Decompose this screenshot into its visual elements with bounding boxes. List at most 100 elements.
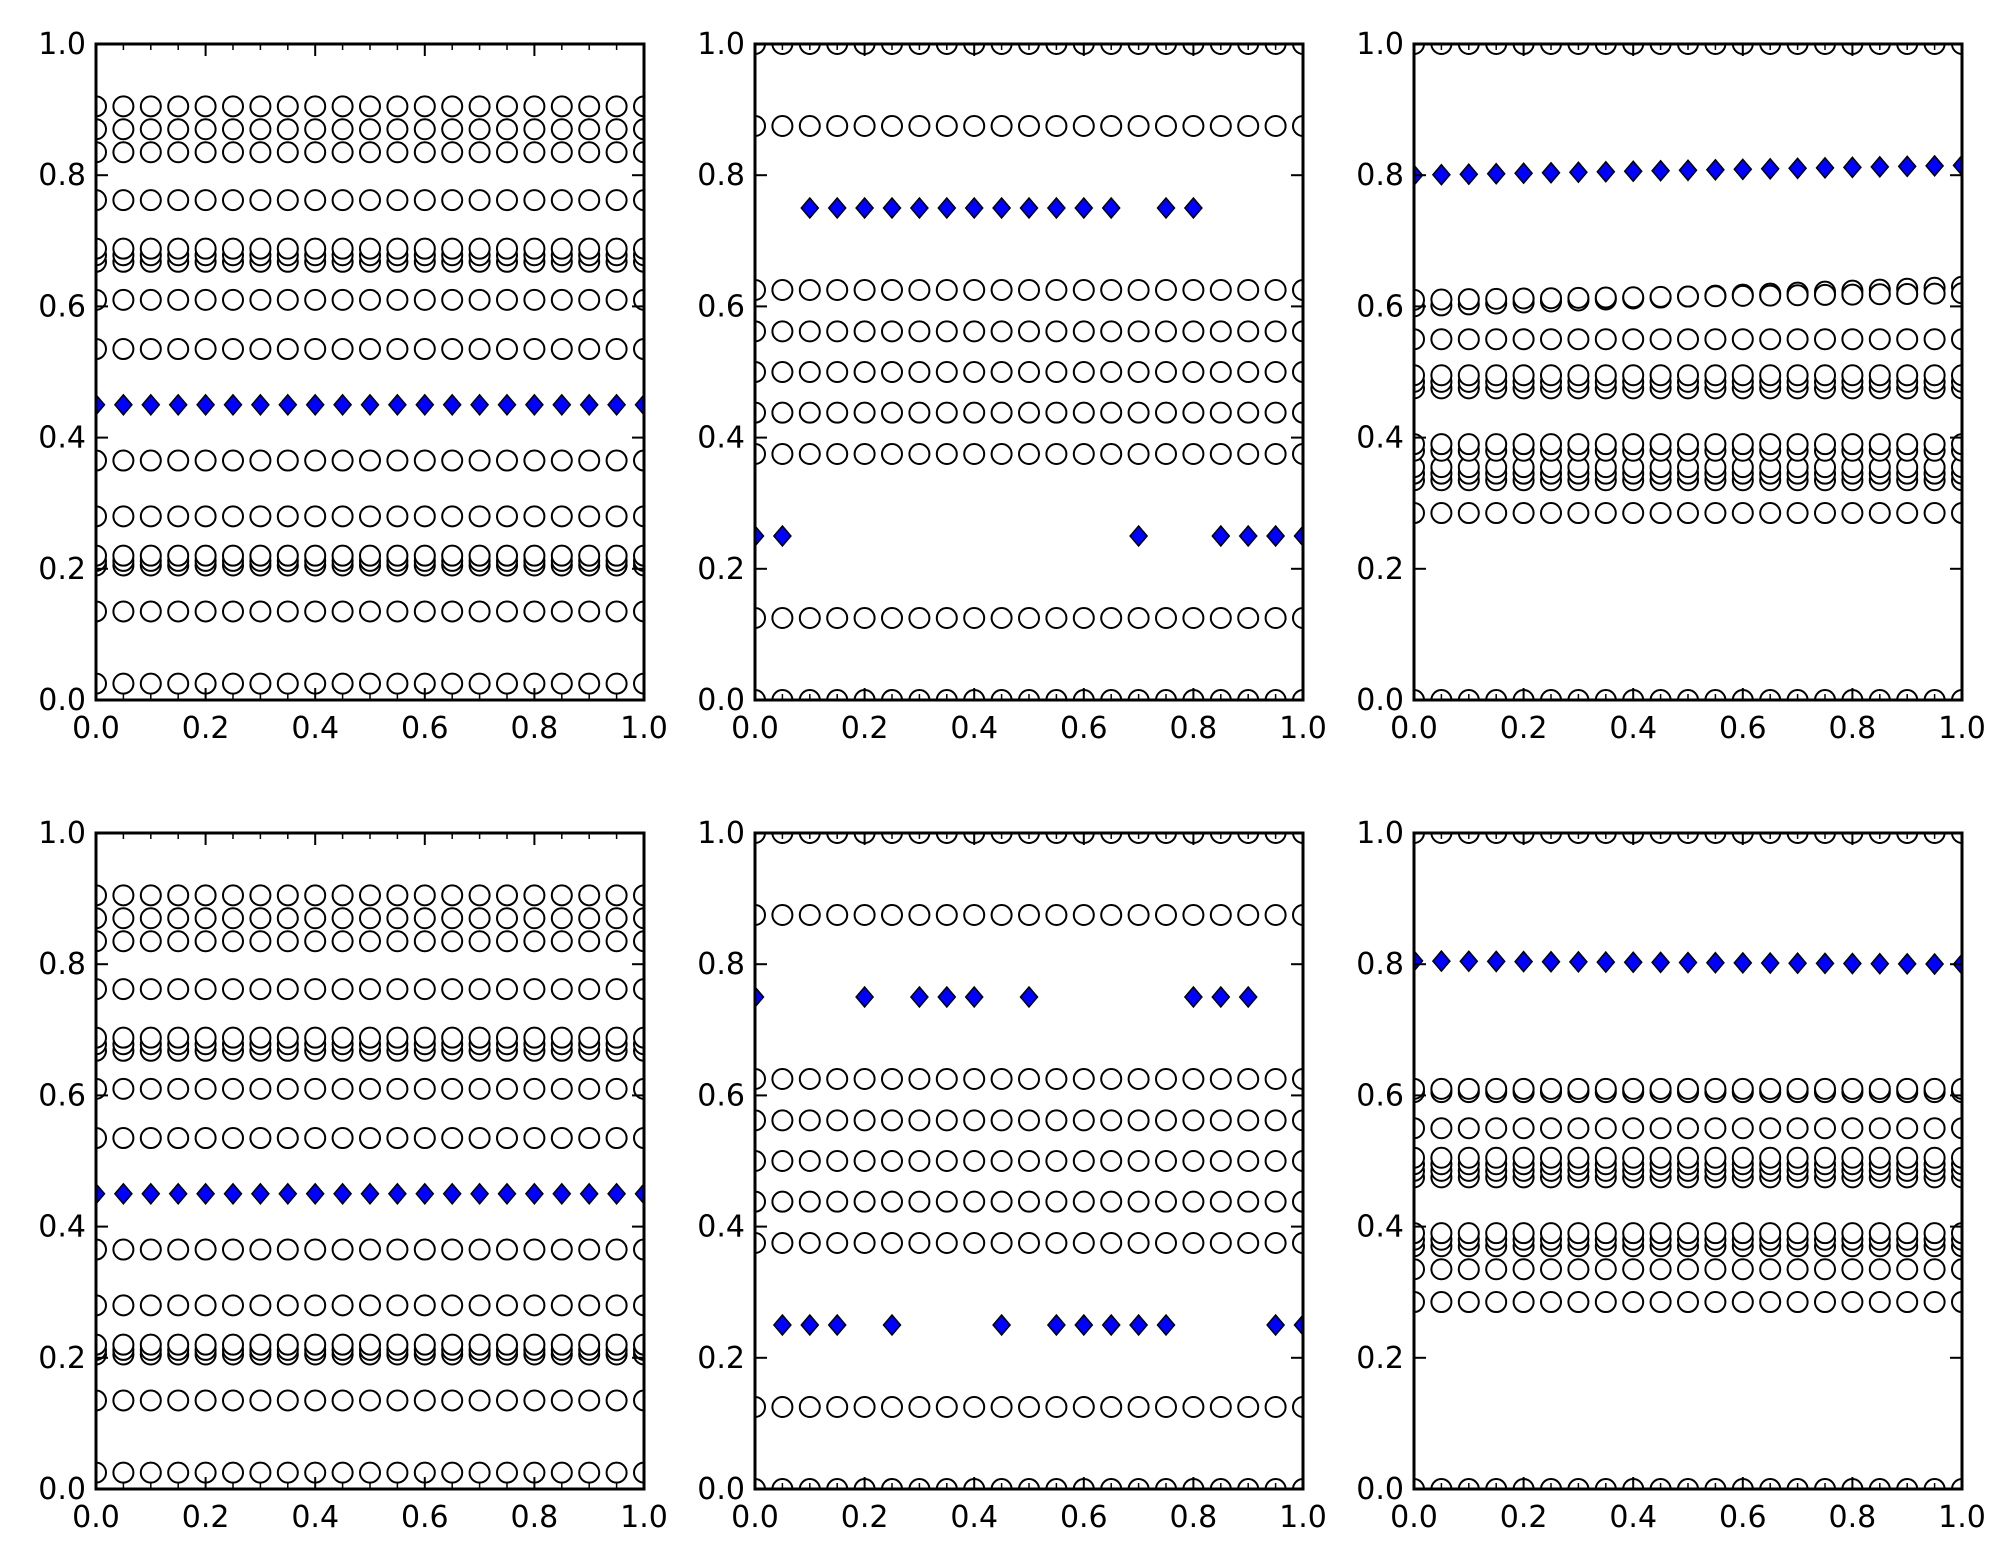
open-circle-point — [578, 95, 601, 118]
open-circle-point — [304, 338, 327, 361]
open-circle-point — [1841, 1258, 1864, 1281]
x-tick-label: 0.6 — [401, 1500, 449, 1535]
open-circle-point — [963, 1232, 986, 1254]
highlighted-diamond-point — [470, 393, 490, 416]
highlighted-diamond-point — [196, 393, 216, 416]
open-circle-point — [1237, 401, 1260, 424]
open-circle-point — [496, 505, 518, 528]
open-circle-point — [798, 401, 821, 424]
open-circle-point — [222, 1127, 244, 1150]
open-circle-point — [1594, 1146, 1617, 1169]
open-circle-point — [413, 1026, 436, 1049]
subplot-2: 0.00.0 0.2 0.2 0.4 0.4 0.6 0.6 0.8 0.8 1.0 1.0 — [697, 27, 1327, 746]
open-circle-point — [1868, 1291, 1891, 1314]
open-circle-point — [1540, 1117, 1562, 1140]
open-circle-point — [112, 1026, 135, 1049]
open-circle-point — [139, 1238, 162, 1261]
open-circle-point — [112, 1389, 135, 1412]
open-circle-point — [605, 1333, 628, 1356]
open-circle-point — [908, 1068, 931, 1090]
open-circle-point — [1237, 1068, 1260, 1090]
open-circle-point — [222, 118, 244, 141]
open-circle-point — [605, 338, 628, 361]
open-circle-point — [496, 672, 518, 695]
open-circle-point — [386, 118, 409, 141]
open-circle-point — [468, 1077, 491, 1100]
subplot-6: 0.00.0 0.2 0.2 0.4 0.4 0.6 0.6 0.8 0.8 1.0 1.0 — [1356, 816, 1986, 1535]
open-circle-point — [112, 237, 135, 260]
highlighted-diamond-point — [1129, 524, 1149, 548]
open-circle-point — [331, 1294, 354, 1317]
highlighted-diamond-point — [1514, 950, 1534, 973]
open-circle-point — [523, 1389, 546, 1412]
open-circle-point — [1457, 328, 1480, 351]
open-circle-point — [881, 1396, 903, 1418]
open-circle-point — [1485, 1222, 1508, 1245]
open-circle-point — [331, 907, 354, 930]
open-circle-point — [523, 1333, 546, 1356]
highlighted-diamond-point — [1788, 157, 1808, 180]
open-circle-point — [139, 544, 162, 567]
open-circle-point — [771, 279, 794, 301]
open-circle-point — [1100, 904, 1123, 926]
open-circle-point — [1567, 1291, 1590, 1314]
open-circle-point — [359, 1461, 381, 1484]
open-circle-point — [1485, 1258, 1508, 1281]
subplot-5: 0.00.0 0.2 0.2 0.4 0.4 0.6 0.6 0.8 0.8 1.0 1.0 — [697, 816, 1327, 1535]
open-circle-point — [1512, 1258, 1535, 1281]
open-circle-point — [605, 95, 628, 118]
open-circle-point — [1100, 607, 1123, 629]
open-circle-point — [1045, 401, 1068, 424]
open-circle-point — [1540, 1222, 1562, 1245]
open-circle-point — [167, 1127, 190, 1150]
open-circle-point — [605, 884, 628, 907]
open-circle-point — [1759, 1291, 1782, 1314]
open-circle-point — [578, 672, 601, 695]
open-circle-point — [963, 904, 986, 926]
open-circle-point — [468, 141, 491, 164]
open-circle-point — [1155, 115, 1177, 137]
open-circle-point — [1868, 364, 1891, 387]
open-circle-point — [331, 95, 354, 118]
open-circle-point — [1045, 443, 1068, 465]
open-circle-point — [826, 1068, 849, 1090]
y-tick-label: 0.4 — [38, 421, 86, 456]
open-circle-point — [468, 600, 491, 623]
open-circle-point — [1841, 1146, 1864, 1169]
open-circle-point — [441, 95, 464, 118]
open-circle-point — [1209, 361, 1232, 383]
open-circle-point — [1567, 502, 1590, 525]
open-circle-point — [1237, 1232, 1260, 1254]
open-circle-point — [1100, 443, 1123, 465]
y-tick-label: 0.4 — [1356, 1210, 1404, 1245]
open-circle-point — [222, 1238, 244, 1261]
open-circle-point — [1786, 433, 1809, 456]
open-circle-point — [605, 544, 628, 567]
open-circle-point — [331, 1461, 354, 1484]
open-circle-point — [276, 338, 299, 361]
open-circle-point — [1649, 328, 1672, 351]
highlighted-diamond-point — [1733, 158, 1753, 181]
x-tick-label: 0.4 — [1609, 711, 1657, 746]
open-circle-point — [1594, 328, 1617, 351]
open-circle-point — [194, 449, 217, 472]
open-circle-point — [139, 95, 162, 118]
open-circle-point — [826, 1232, 849, 1254]
open-circle-point — [1731, 433, 1754, 456]
open-circle-point — [1567, 433, 1590, 456]
open-circle-point — [1594, 1117, 1617, 1140]
open-circle-point — [194, 884, 217, 907]
y-tick-label: 0.8 — [38, 158, 86, 193]
y-tick-label: 1.0 — [1356, 816, 1404, 851]
open-circle-point — [194, 189, 217, 212]
open-circle-point — [112, 141, 135, 164]
open-circle-point — [249, 449, 272, 472]
open-circle-point — [1155, 1150, 1177, 1172]
open-circle-point — [1704, 285, 1727, 308]
x-tick-label: 0.2 — [841, 1500, 889, 1535]
open-circle-point — [249, 1294, 272, 1317]
open-circle-point — [1237, 361, 1260, 383]
open-circle-point — [413, 288, 436, 311]
open-circle-point — [1127, 1190, 1150, 1213]
highlighted-diamond-point — [196, 1182, 216, 1205]
